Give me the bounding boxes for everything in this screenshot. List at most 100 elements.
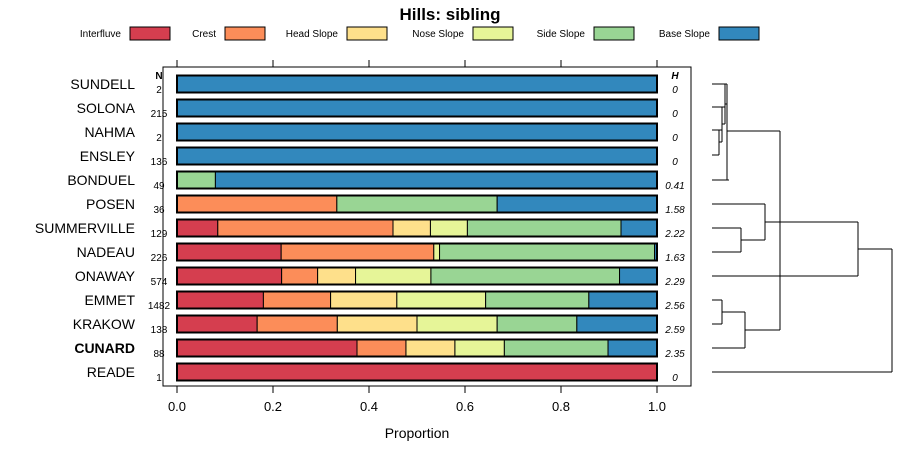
h-value: 0 xyxy=(672,133,678,144)
n-count: 1482 xyxy=(148,301,171,312)
bar-outline xyxy=(176,194,658,214)
n-count: 138 xyxy=(151,325,168,336)
bar-segment xyxy=(355,267,432,285)
bar-segment xyxy=(176,123,658,141)
legend-swatch xyxy=(224,26,266,41)
bar-segment xyxy=(176,243,282,261)
bar-segment xyxy=(176,75,658,93)
bar-outline xyxy=(176,74,658,94)
bar-segment xyxy=(317,267,357,285)
h-column-header: H xyxy=(671,71,679,82)
bar-segment xyxy=(217,219,394,237)
bar-outline xyxy=(176,146,658,166)
series-name: POSEN xyxy=(86,196,135,212)
bar-outline xyxy=(176,170,658,190)
h-value: 2.35 xyxy=(664,349,685,360)
n-count: 36 xyxy=(153,205,165,216)
bar-segment xyxy=(576,315,658,333)
bar-segment xyxy=(214,171,658,189)
x-tick-label: 0.6 xyxy=(456,399,474,414)
n-count: 574 xyxy=(151,277,168,288)
bar-segment xyxy=(430,267,621,285)
series-name: CUNARD xyxy=(74,340,135,356)
x-tick-label: 0.4 xyxy=(360,399,378,414)
bar-segment xyxy=(392,219,431,237)
n-count: 136 xyxy=(151,157,168,168)
bar-segment xyxy=(429,219,468,237)
n-column-header: N xyxy=(155,71,162,82)
series-name: ENSLEY xyxy=(80,148,136,164)
n-count: 49 xyxy=(153,181,165,192)
n-count: 1 xyxy=(156,373,162,384)
h-value: 2.22 xyxy=(664,229,685,240)
x-tick-label: 1.0 xyxy=(648,399,666,414)
bar-outline xyxy=(176,338,658,358)
bar-segment xyxy=(454,339,505,357)
series-name: SUMMERVILLE xyxy=(35,220,135,236)
n-count: 129 xyxy=(151,229,168,240)
bar-segment xyxy=(176,99,658,117)
bar-segment xyxy=(176,147,658,165)
dendrogram xyxy=(712,83,893,373)
legend-label: Interfluve xyxy=(80,29,122,40)
bar-segment xyxy=(607,339,658,357)
bar-segment xyxy=(619,267,658,285)
bar-segment xyxy=(405,339,456,357)
bar-segment xyxy=(336,195,498,213)
bar-segment xyxy=(466,219,622,237)
series-name: ONAWAY xyxy=(75,268,136,284)
x-tick-label: 0.2 xyxy=(264,399,282,414)
h-value: 0 xyxy=(672,157,678,168)
bar-outline xyxy=(176,314,658,334)
x-tick-label: 0.8 xyxy=(552,399,570,414)
legend-swatch xyxy=(593,26,635,41)
series-name: EMMET xyxy=(84,292,135,308)
bar-outline xyxy=(176,218,658,238)
bar-segment xyxy=(496,315,578,333)
n-count: 88 xyxy=(153,349,165,360)
series-name: NAHMA xyxy=(84,124,135,140)
bar-segment xyxy=(256,315,338,333)
plot-frame xyxy=(162,66,692,387)
bar-segment xyxy=(396,291,487,309)
h-value: 0.41 xyxy=(665,181,684,192)
bar-segment xyxy=(281,267,319,285)
h-value: 0 xyxy=(672,85,678,96)
legend-label: Crest xyxy=(192,29,216,40)
bar-segment xyxy=(620,219,658,237)
bar-segment xyxy=(496,195,658,213)
h-value: 1.63 xyxy=(665,253,685,264)
bar-segment xyxy=(280,243,435,261)
axes: 0.0 0.2 0.4 0.6 0.8 1.0 xyxy=(168,60,666,414)
legend-swatch xyxy=(346,26,388,41)
bar-segment xyxy=(336,315,418,333)
dendrogram-branch xyxy=(712,83,893,373)
x-tick-label: 0.0 xyxy=(168,399,186,414)
bar-segment xyxy=(176,315,258,333)
bar-outline xyxy=(176,266,658,286)
bar-segment xyxy=(176,195,338,213)
h-value: 1.58 xyxy=(665,205,685,216)
series-name: NADEAU xyxy=(77,244,135,260)
legend-swatch xyxy=(718,26,760,41)
series-name: KRAKOW xyxy=(73,316,136,332)
legend-label: Side Slope xyxy=(537,29,586,40)
legend: Interfluve Crest Head Slope Nose Slope Side … xyxy=(80,26,760,41)
bar-segment xyxy=(176,339,358,357)
bar-outline xyxy=(176,122,658,142)
bar-segment xyxy=(176,291,264,309)
series-name: SOLONA xyxy=(77,100,136,116)
bar-outline xyxy=(176,98,658,118)
bar-segment xyxy=(176,267,283,285)
h-value: 2.59 xyxy=(664,325,685,336)
bar-outline xyxy=(176,362,658,382)
legend-label: Nose Slope xyxy=(412,29,464,40)
bar-segment xyxy=(433,243,441,261)
h-value: 2.56 xyxy=(664,301,685,312)
h-value: 0 xyxy=(672,373,678,384)
bar-segment xyxy=(503,339,609,357)
bar-segment xyxy=(439,243,656,261)
series-name: SUNDELL xyxy=(70,76,135,92)
